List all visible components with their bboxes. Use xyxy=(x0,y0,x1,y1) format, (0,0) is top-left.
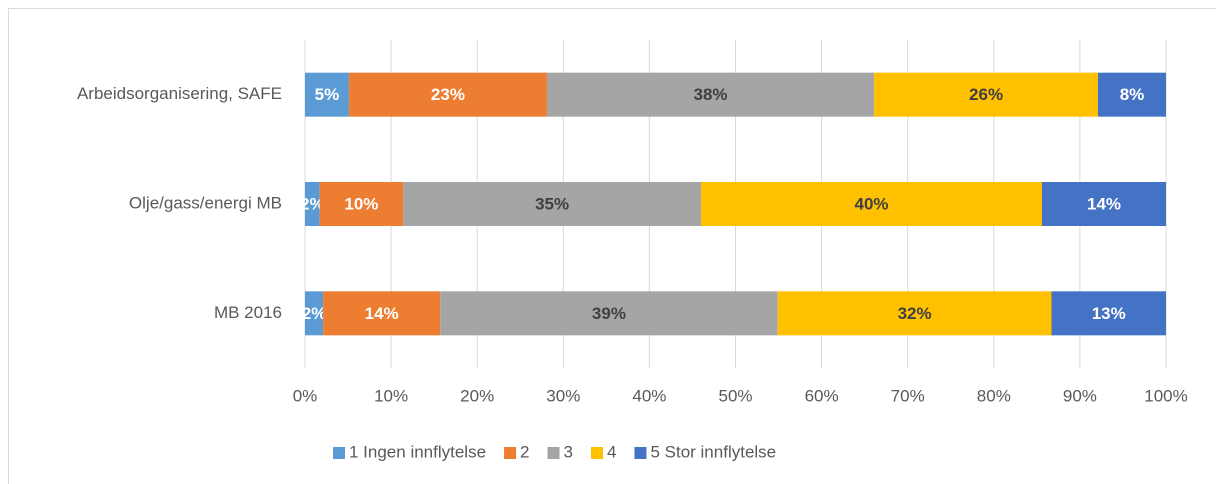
bar-segment xyxy=(323,291,441,336)
x-tick-label: 100% xyxy=(1144,386,1187,405)
data-label: 32% xyxy=(898,304,932,323)
legend-label: 3 xyxy=(564,442,573,461)
bar-segment xyxy=(777,291,1052,336)
x-tick-label: 20% xyxy=(460,386,494,405)
x-tick-label: 10% xyxy=(374,386,408,405)
legend-swatch xyxy=(333,447,345,459)
y-tick-label: Arbeidsorganisering, SAFE xyxy=(77,84,282,103)
legend-label: 5 Stor innflytelse xyxy=(650,442,776,461)
data-label: 2% xyxy=(302,304,327,323)
y-tick-label: Olje/gass/energi MB xyxy=(129,193,282,212)
chart-frame xyxy=(8,8,1216,484)
data-label: 8% xyxy=(1120,85,1145,104)
legend-swatch xyxy=(634,447,647,459)
bar-segment xyxy=(403,182,702,226)
x-tick-label: 30% xyxy=(546,386,580,405)
data-label: 2% xyxy=(300,194,325,213)
data-label: 13% xyxy=(1092,304,1126,323)
bar-segment xyxy=(1097,72,1166,117)
bar-segment xyxy=(319,182,404,226)
bar-segment xyxy=(1042,182,1166,226)
x-tick-label: 90% xyxy=(1063,386,1097,405)
bar-segment xyxy=(305,72,349,117)
bar-segment xyxy=(348,72,547,117)
legend-label: 1 Ingen innflytelse xyxy=(349,442,486,461)
legend-swatch xyxy=(547,447,560,459)
data-label: 40% xyxy=(855,194,889,213)
x-tick-label: 0% xyxy=(293,386,318,405)
data-label: 35% xyxy=(535,194,569,213)
x-tick-label: 40% xyxy=(632,386,666,405)
x-tick-label: 80% xyxy=(977,386,1011,405)
data-label: 23% xyxy=(431,85,465,104)
x-tick-label: 70% xyxy=(891,386,925,405)
legend-label: 4 xyxy=(607,442,616,461)
y-tick-label: MB 2016 xyxy=(214,303,282,322)
data-label: 10% xyxy=(344,194,378,213)
bar-segment xyxy=(440,291,778,336)
legend-label: 2 xyxy=(520,442,529,461)
x-tick-label: 60% xyxy=(805,386,839,405)
bar-segment xyxy=(546,72,875,117)
bar-segment xyxy=(874,72,1098,117)
x-tick-label: 50% xyxy=(718,386,752,405)
data-label: 39% xyxy=(592,304,626,323)
data-label: 5% xyxy=(315,85,340,104)
data-label: 38% xyxy=(694,85,728,104)
bar-segment xyxy=(305,182,320,226)
legend-swatch xyxy=(590,447,603,459)
legend-swatch xyxy=(504,447,517,459)
bar-segment xyxy=(305,291,324,336)
bar-segment xyxy=(701,182,1043,226)
bar-segment xyxy=(1051,291,1166,336)
data-label: 14% xyxy=(365,304,399,323)
data-label: 26% xyxy=(969,85,1003,104)
data-label: 14% xyxy=(1087,194,1121,213)
